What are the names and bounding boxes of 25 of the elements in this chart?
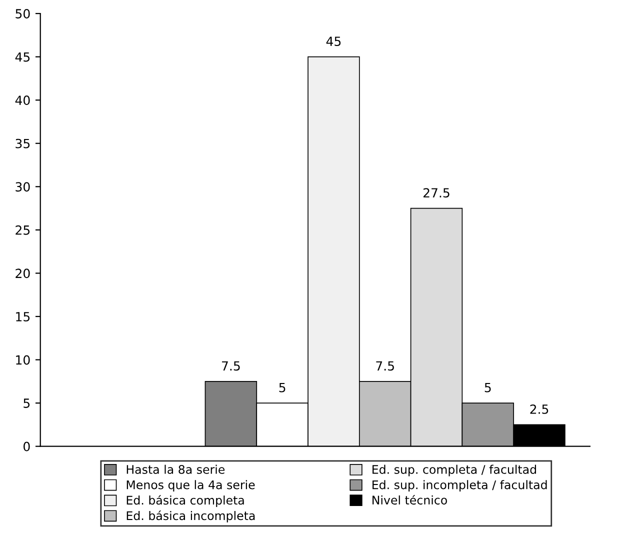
y-tick-label: 25 (16, 225, 30, 235)
y-tick-label: 50 (16, 8, 30, 18)
legend-label: Ed. sup. completa / facultad (372, 464, 536, 476)
data-label: 2.5 (530, 404, 548, 414)
data-label: 5 (484, 383, 491, 392)
y-tick-label: 30 (16, 182, 30, 192)
legend-label: Menos que la 4a serie (126, 480, 255, 492)
data-label: 5 (279, 383, 286, 392)
y-tick-label: 5 (24, 398, 30, 408)
data-label: 7.5 (222, 361, 240, 371)
y-tick-label: 15 (16, 312, 30, 322)
y-tick-label: 10 (16, 355, 30, 365)
legend-label: Ed. básica completa (126, 495, 244, 507)
y-tick-label: 0 (24, 442, 30, 452)
data-label: 45 (326, 36, 341, 46)
y-tick-label: 40 (15, 96, 30, 106)
y-tick-label: 20 (16, 268, 30, 278)
legend-label: Ed. sup. incompleta / facultad (372, 480, 547, 492)
data-label: 27.5 (423, 188, 450, 198)
legend-label: Hasta la 8a serie (126, 464, 225, 474)
legend-label: Ed. básica incompleta (126, 510, 255, 522)
y-tick-label: 45 (15, 52, 30, 62)
data-label: 7.5 (376, 361, 394, 371)
legend-label: Nivel técnico (372, 494, 447, 505)
y-tick-label: 35 (16, 138, 30, 148)
